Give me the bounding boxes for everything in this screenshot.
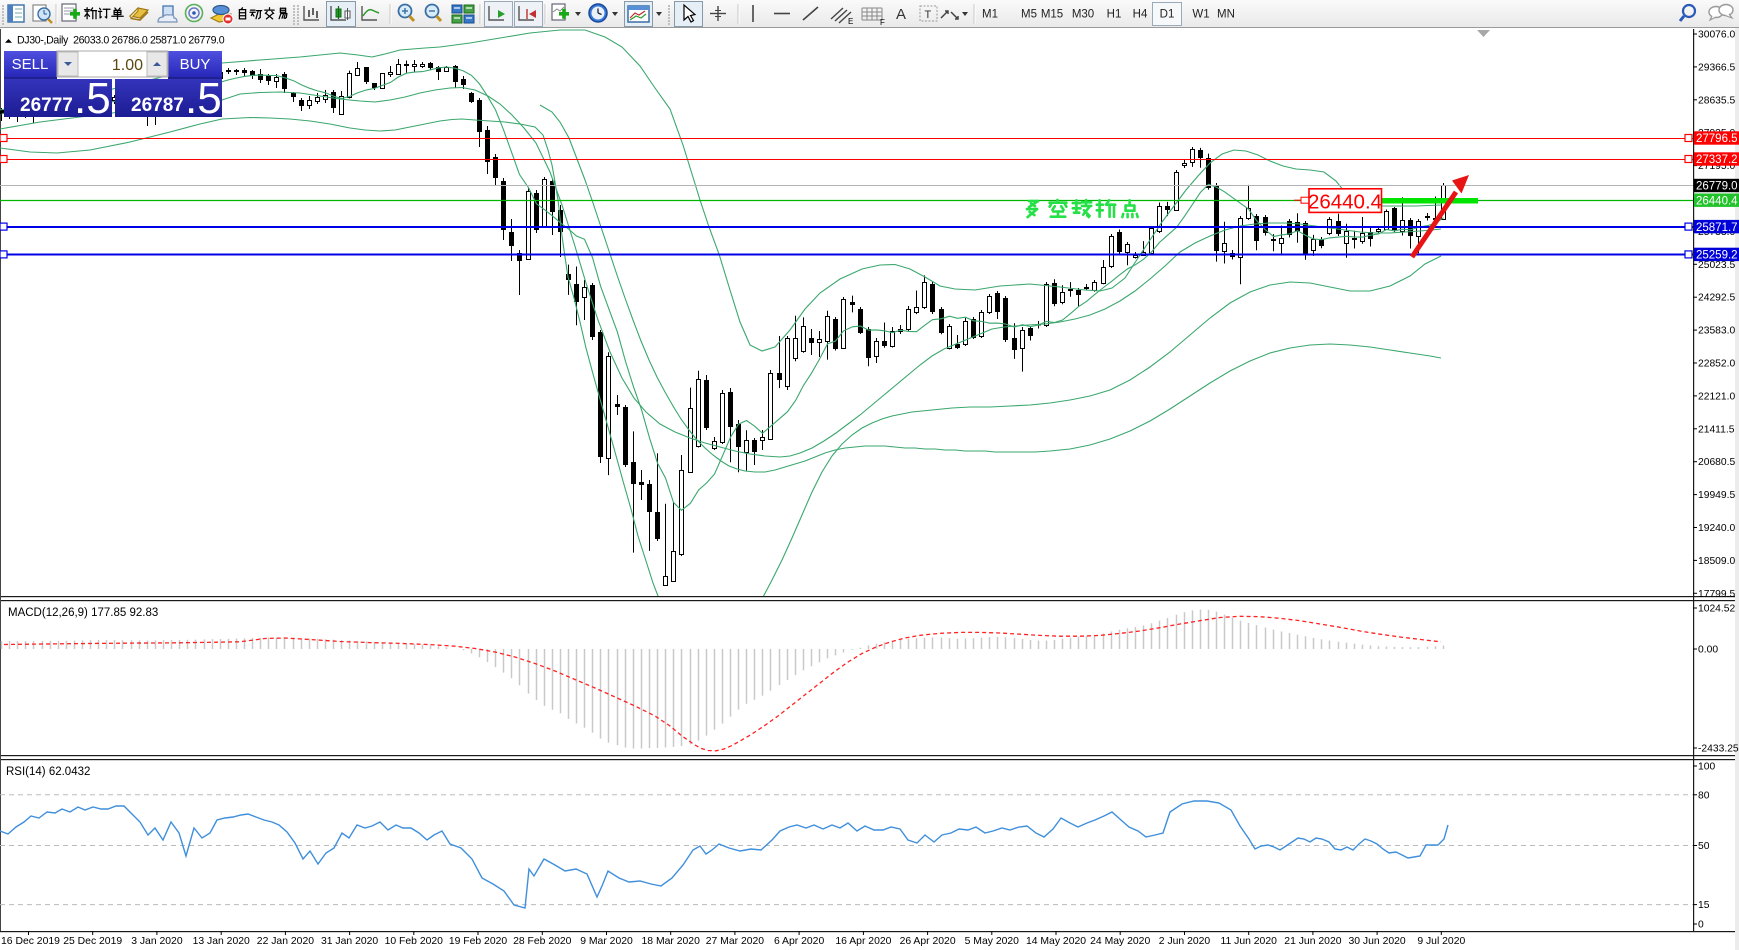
svg-text:1.00: 1.00	[112, 57, 143, 74]
svg-text:28635.5: 28635.5	[1698, 95, 1735, 106]
svg-text:1024.52: 1024.52	[1698, 604, 1735, 615]
svg-text:24292.5: 24292.5	[1698, 293, 1735, 304]
svg-text:19949.5: 19949.5	[1698, 490, 1735, 501]
svg-text:30076.0: 30076.0	[1698, 30, 1735, 41]
svg-text:25259.2: 25259.2	[1696, 250, 1738, 262]
svg-text:T: T	[925, 9, 932, 21]
svg-text:15: 15	[1698, 900, 1710, 911]
svg-text:-2433.25: -2433.25	[1698, 744, 1739, 755]
svg-text:27 Mar 2020: 27 Mar 2020	[706, 936, 765, 947]
svg-text:F: F	[880, 18, 885, 27]
svg-text:21411.5: 21411.5	[1698, 424, 1735, 435]
svg-text:16 Apr 2020: 16 Apr 2020	[835, 936, 891, 947]
svg-text:0.00: 0.00	[1698, 645, 1718, 656]
svg-text:28 Feb 2020: 28 Feb 2020	[513, 936, 572, 947]
svg-text:MN: MN	[1217, 9, 1235, 21]
svg-text:19240.0: 19240.0	[1698, 523, 1735, 534]
svg-text:50: 50	[1698, 841, 1710, 852]
svg-text:17799.5: 17799.5	[1698, 589, 1735, 600]
svg-text:20680.5: 20680.5	[1698, 457, 1735, 468]
svg-text:11 Jun 2020: 11 Jun 2020	[1220, 936, 1277, 947]
svg-text:26787: 26787	[131, 95, 184, 116]
svg-text:18509.0: 18509.0	[1698, 556, 1735, 567]
svg-text:26 Apr 2020: 26 Apr 2020	[900, 936, 956, 947]
svg-text:29366.5: 29366.5	[1698, 62, 1735, 73]
svg-text:9 Jul 2020: 9 Jul 2020	[1417, 936, 1465, 947]
svg-text:H1: H1	[1107, 9, 1122, 21]
svg-text:80: 80	[1698, 790, 1710, 801]
svg-text:100: 100	[1698, 762, 1715, 773]
svg-text:6 Apr 2020: 6 Apr 2020	[774, 936, 824, 947]
svg-text:H4: H4	[1133, 9, 1148, 21]
svg-text:E: E	[848, 17, 853, 26]
svg-text:W1: W1	[1192, 9, 1209, 21]
svg-text:26440.4: 26440.4	[1308, 190, 1382, 213]
svg-text:M15: M15	[1041, 9, 1063, 21]
svg-text:D1: D1	[1160, 9, 1175, 21]
svg-text:19 Feb 2020: 19 Feb 2020	[449, 936, 508, 947]
svg-text:SELL: SELL	[12, 56, 49, 73]
svg-text:3 Jan 2020: 3 Jan 2020	[131, 936, 183, 947]
svg-text:.5: .5	[185, 74, 222, 123]
svg-text:22 Jan 2020: 22 Jan 2020	[257, 936, 314, 947]
svg-text:23583.0: 23583.0	[1698, 326, 1735, 337]
svg-text:26440.4: 26440.4	[1696, 195, 1738, 207]
svg-text:26777: 26777	[20, 95, 73, 116]
svg-text:MACD(12,26,9) 177.85 92.83: MACD(12,26,9) 177.85 92.83	[8, 607, 158, 619]
svg-text:14 May 2020: 14 May 2020	[1026, 936, 1086, 947]
svg-text:M1: M1	[982, 9, 998, 21]
svg-text:10 Feb 2020: 10 Feb 2020	[385, 936, 444, 947]
svg-text:M5: M5	[1021, 9, 1037, 21]
svg-text:2 Jun 2020: 2 Jun 2020	[1159, 936, 1211, 947]
svg-text:.5: .5	[74, 74, 111, 123]
svg-text:16 Dec 2019: 16 Dec 2019	[1, 936, 60, 947]
svg-text:18 Mar 2020: 18 Mar 2020	[642, 936, 701, 947]
svg-text:24 May 2020: 24 May 2020	[1090, 936, 1150, 947]
svg-text:BUY: BUY	[180, 56, 211, 73]
svg-text:27195.0: 27195.0	[1698, 161, 1735, 172]
svg-text:26779.0: 26779.0	[1696, 181, 1738, 193]
svg-text:5 May 2020: 5 May 2020	[965, 936, 1020, 947]
svg-text:25871.7: 25871.7	[1696, 222, 1738, 234]
svg-text:27337.2: 27337.2	[1696, 154, 1738, 166]
svg-text:9 Mar 2020: 9 Mar 2020	[580, 936, 633, 947]
svg-text:27796.5: 27796.5	[1696, 133, 1738, 145]
svg-text:25 Dec 2019: 25 Dec 2019	[63, 936, 122, 947]
svg-text:30 Jun 2020: 30 Jun 2020	[1348, 936, 1405, 947]
svg-text:31 Jan 2020: 31 Jan 2020	[321, 936, 378, 947]
svg-text:21 Jun 2020: 21 Jun 2020	[1284, 936, 1341, 947]
svg-text:A: A	[896, 6, 906, 23]
svg-text:M30: M30	[1072, 9, 1094, 21]
svg-text:25023.5: 25023.5	[1698, 260, 1735, 271]
svg-text:0: 0	[1698, 920, 1704, 931]
svg-text:22852.0: 22852.0	[1698, 359, 1735, 370]
svg-text:DJ30-,Daily 26033.0 26786.0 2: DJ30-,Daily 26033.0 26786.0 25871.0 2677…	[17, 35, 225, 47]
svg-text:13 Jan 2020: 13 Jan 2020	[193, 936, 250, 947]
svg-text:RSI(14) 62.0432: RSI(14) 62.0432	[6, 766, 90, 778]
svg-text:22121.0: 22121.0	[1698, 391, 1735, 402]
